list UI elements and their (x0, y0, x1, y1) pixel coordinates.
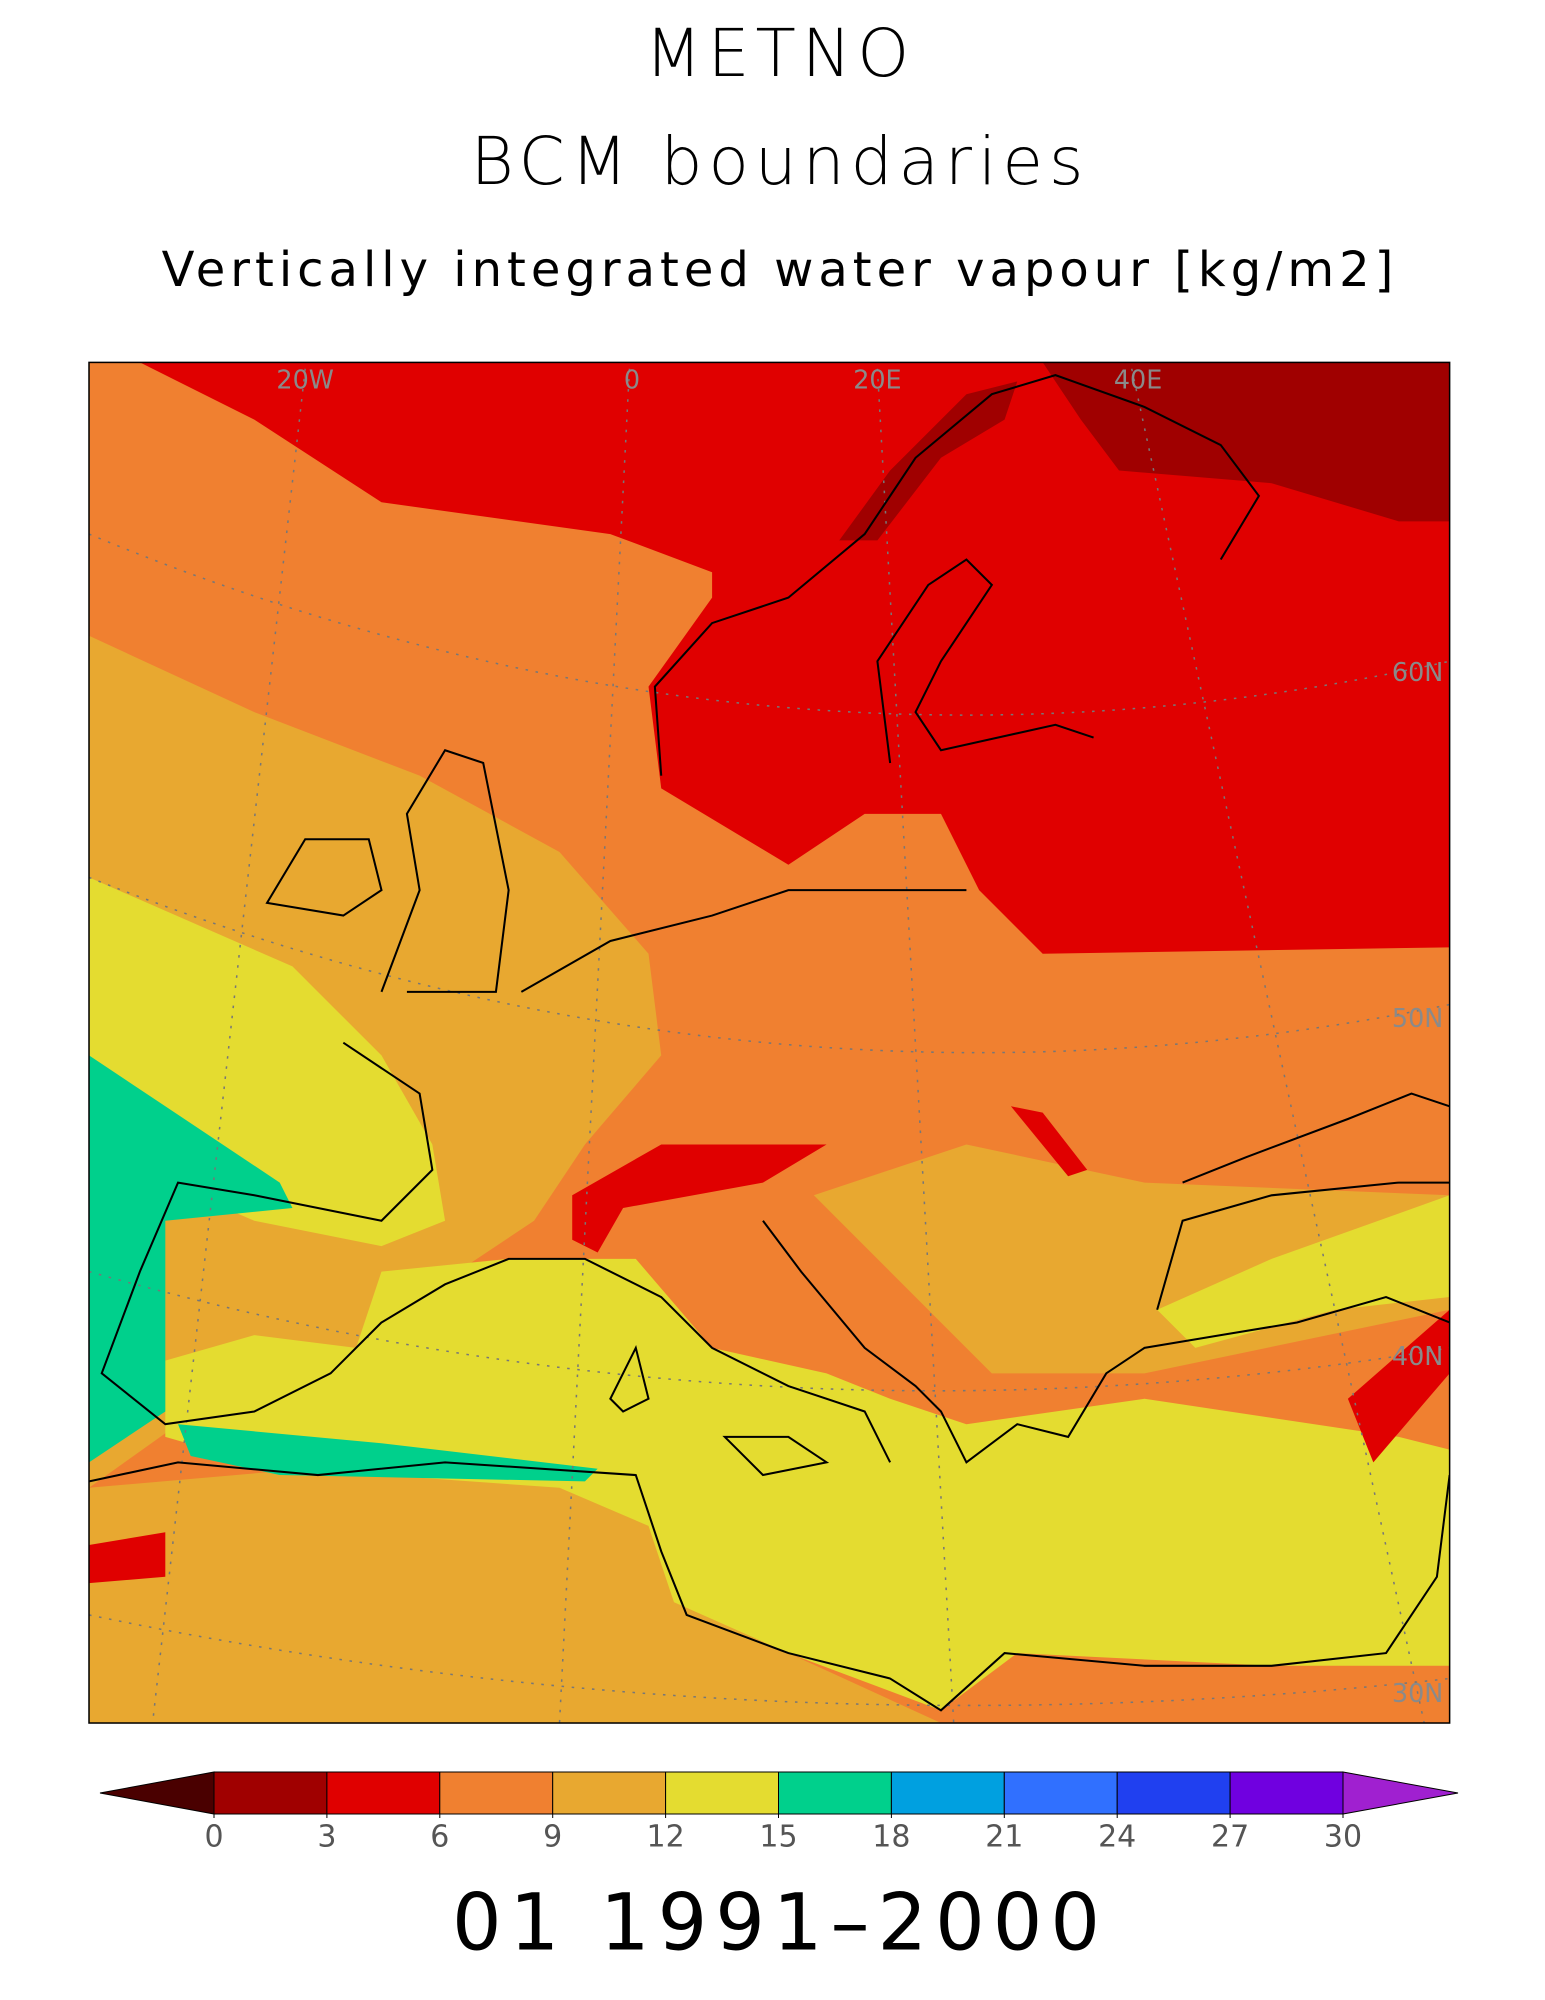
map-label: 0 (624, 364, 640, 394)
field-region (1010, 1106, 1088, 1177)
colorbar-segment (778, 1771, 892, 1815)
field-region (839, 381, 1018, 541)
colorbar-tick-label: 12 (647, 1820, 685, 1855)
colorbar-segment (326, 1771, 441, 1815)
map-frame (88, 361, 1451, 1724)
title: METNO (645, 15, 915, 92)
map-labels: 20W 0 20E 40E 60N 50N 40N 30N (276, 364, 1443, 1708)
coastline (89, 374, 1450, 1712)
map-label: 60N (1392, 657, 1443, 687)
subtitle: BCM boundaries (471, 123, 1090, 200)
colorbar-segment (1116, 1771, 1231, 1815)
colorbar-tick-label: 6 (430, 1820, 449, 1855)
field-region (89, 1532, 166, 1584)
field-region (1347, 1309, 1450, 1463)
field-region (165, 1258, 1450, 1711)
map-label: 20E (853, 364, 901, 394)
map-label: 40E (1114, 364, 1162, 394)
colorbar-tick-label: 21 (985, 1820, 1023, 1855)
graticule (89, 368, 1450, 1724)
variable-label: Vertically integrated water vapour [kg/m… (162, 242, 1399, 298)
colorbar-tick-label: 18 (872, 1820, 910, 1855)
colorbar-tick-label: 15 (759, 1820, 797, 1855)
colorbar-tick-label: 3 (317, 1820, 336, 1855)
colorbar-segment (890, 1771, 1005, 1815)
colorbar-tick-label: 9 (543, 1820, 562, 1855)
map-label: 20W (276, 364, 333, 394)
colorbar-over (1342, 1771, 1459, 1815)
colorbar-tick-label: 24 (1098, 1820, 1136, 1855)
colorbar-segment (213, 1771, 328, 1815)
colorbar-segment (1229, 1771, 1344, 1815)
colorbar-segment (1003, 1771, 1118, 1815)
colorbar-segment (439, 1771, 554, 1815)
field-region (178, 1424, 598, 1482)
field-region (89, 1462, 941, 1724)
map-label: 40N (1392, 1341, 1443, 1371)
colorbar-segment (552, 1771, 667, 1815)
colorbar-tick-label: 0 (204, 1820, 223, 1855)
field-region (572, 1144, 827, 1253)
field-region (1042, 362, 1450, 522)
field-region (89, 1055, 293, 1463)
colorbar: 0 3 6 9 12 15 18 21 24 27 30 (99, 1771, 1459, 1855)
field-region (1157, 1195, 1450, 1348)
colorbar-segment (665, 1771, 779, 1815)
colorbar-tick-label: 30 (1324, 1820, 1362, 1855)
map-label: 50N (1392, 1003, 1443, 1033)
colorbar-under (99, 1771, 215, 1815)
map-label: 30N (1392, 1678, 1443, 1708)
field-region (139, 362, 1450, 954)
colorbar-tick-label: 27 (1211, 1820, 1249, 1855)
period-label: 01 1991–2000 (452, 1878, 1108, 1968)
map: 20W 0 20E 40E 60N 50N 40N 30N (88, 361, 1451, 1724)
